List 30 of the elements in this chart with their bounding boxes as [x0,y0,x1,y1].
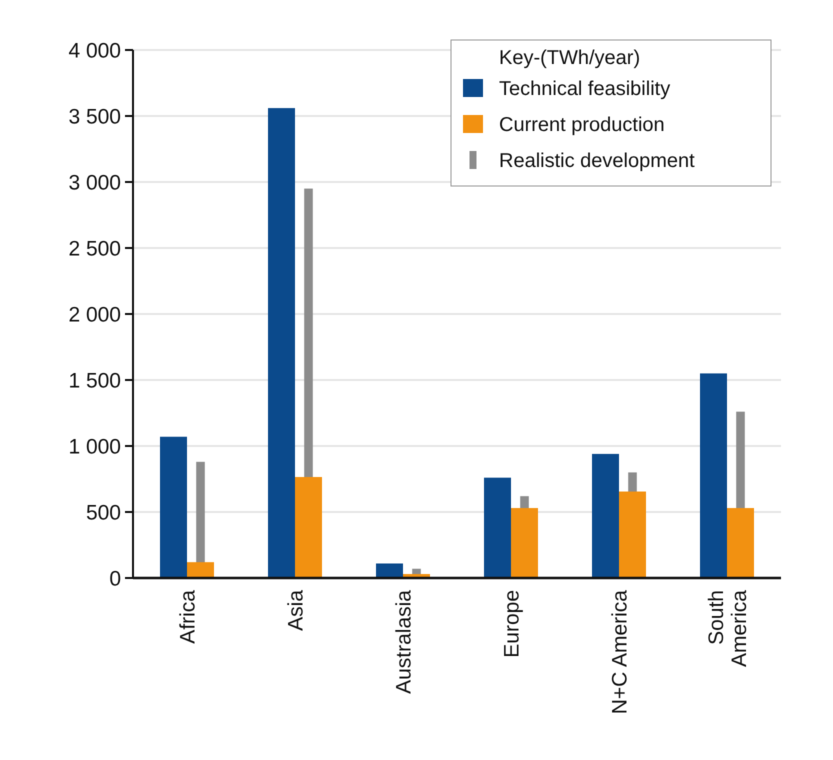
x-tick-label: N+C America [608,590,632,714]
bar [376,563,403,578]
bar [700,373,727,578]
bar [727,508,754,578]
legend-title: Key-(TWh/year) [499,47,640,69]
y-tick-label: 2 500 [68,237,121,260]
x-tick-label: South America [704,590,751,668]
legend-label: Realistic development [499,150,696,172]
bar [187,562,214,578]
y-tick-label: 500 [86,501,121,524]
y-tick-label: 2 000 [68,303,121,326]
y-tick-label: 1 000 [68,435,121,458]
x-tick-label: Africa [176,590,200,644]
x-tick-label: Europe [500,590,524,658]
y-tick-label: 0 [109,567,121,590]
bar [268,108,295,578]
y-tick-label: 4 000 [68,39,121,62]
bar [592,454,619,578]
bar [160,436,187,578]
x-tick-label: Australasia [392,590,416,694]
legend-label: Technical feasibility [499,78,670,100]
y-tick-label: 1 500 [68,369,121,392]
bar [295,477,322,578]
bar [484,478,511,578]
y-tick-label: 3 000 [68,171,121,194]
bar [619,492,646,578]
legend-label: Current production [499,114,665,136]
bar [511,508,538,578]
y-tick-label: 3 500 [68,105,121,128]
x-tick-label: Asia [284,590,308,631]
